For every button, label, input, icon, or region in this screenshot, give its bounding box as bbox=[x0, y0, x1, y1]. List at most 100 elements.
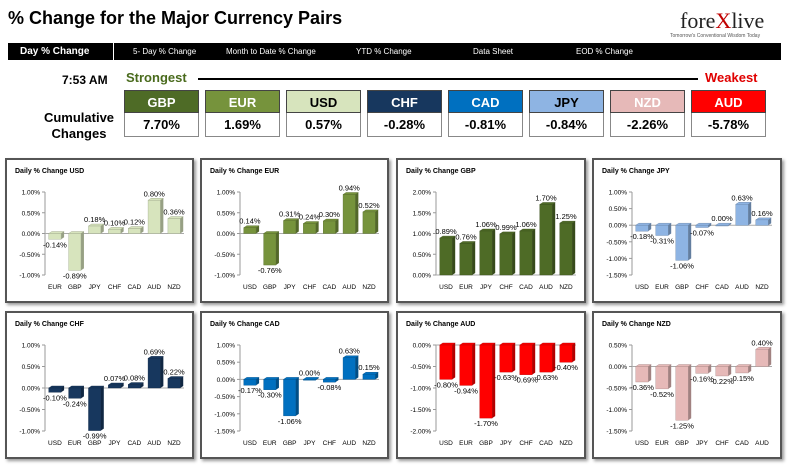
bar bbox=[635, 366, 649, 383]
bar-side bbox=[275, 377, 279, 390]
currency-card-value: -2.26% bbox=[610, 113, 685, 137]
x-tick-label: AUD bbox=[147, 440, 161, 447]
x-tick-label: EUR bbox=[655, 284, 669, 291]
bar-side bbox=[335, 219, 339, 234]
tab-eod-change[interactable]: EOD % Change bbox=[576, 47, 633, 56]
y-tick-label: 1.00% bbox=[22, 190, 41, 197]
y-tick-label: -1.50% bbox=[606, 429, 627, 436]
data-label: 0.31% bbox=[279, 210, 301, 219]
data-label: 1.06% bbox=[475, 220, 497, 229]
bar bbox=[108, 384, 121, 389]
data-label: 1.25% bbox=[555, 212, 577, 221]
tab-5-day-change[interactable]: 5- Day % Change bbox=[133, 47, 197, 56]
strength-scale-line bbox=[198, 78, 698, 80]
bar bbox=[519, 344, 533, 375]
data-label: -0.17% bbox=[238, 386, 262, 395]
x-tick-label: CAD bbox=[735, 440, 749, 447]
bar-side bbox=[160, 198, 164, 234]
chart-title: Daily % Change JPY bbox=[602, 168, 670, 175]
y-tick-label: 1.00% bbox=[217, 190, 236, 197]
chart-title: Daily % Change NZD bbox=[602, 321, 671, 328]
bar-side bbox=[552, 343, 556, 373]
chart-title: Daily % Change USD bbox=[15, 168, 85, 175]
chart-eur: 1.00% 0.50% 0.00% -0.50% -1.00% 0.14% USD -0.76… bbox=[214, 183, 380, 291]
y-tick-label: -1.00% bbox=[606, 256, 627, 263]
currency-card-value: -5.78% bbox=[691, 113, 766, 137]
bar bbox=[459, 344, 473, 386]
data-label: -0.36% bbox=[630, 383, 654, 392]
data-label: 0.76% bbox=[455, 232, 477, 241]
bar bbox=[655, 366, 669, 390]
y-tick-label: -0.50% bbox=[19, 252, 40, 259]
x-tick-label: USD bbox=[48, 440, 62, 447]
data-label: -0.24% bbox=[63, 399, 87, 408]
x-tick-label: GBP bbox=[68, 284, 82, 291]
bar-side bbox=[80, 231, 84, 271]
bar bbox=[128, 384, 141, 389]
chart-panel-nzd: Daily % Change NZD 0.50% 0.00% -0.50% -1.00%… bbox=[592, 311, 782, 459]
data-label: 0.99% bbox=[495, 223, 517, 232]
bar-side bbox=[532, 229, 536, 275]
bar-side bbox=[140, 226, 144, 234]
x-tick-label: EUR bbox=[48, 284, 62, 291]
y-tick-label: -2.00% bbox=[410, 429, 431, 436]
bar bbox=[539, 344, 553, 373]
tab-month-to-date-change[interactable]: Month to Date % Change bbox=[226, 47, 316, 56]
data-label: -0.40% bbox=[554, 363, 578, 372]
bar-side bbox=[572, 221, 576, 275]
bar bbox=[755, 349, 769, 367]
data-label: 1.06% bbox=[515, 220, 537, 229]
data-label: 0.00% bbox=[299, 368, 321, 377]
y-tick-label: -0.50% bbox=[214, 394, 235, 401]
chart-panel-chf: Daily % Change CHF 1.00% 0.50% 0.00% -0.50% -… bbox=[5, 311, 194, 459]
currency-card-value: 1.69% bbox=[205, 113, 280, 137]
bar-side bbox=[688, 223, 692, 261]
chart-nzd: 0.50% 0.00% -0.50% -1.00% -1.50% -0.36% USD -0.… bbox=[606, 338, 773, 447]
bar bbox=[128, 228, 141, 234]
x-tick-label: CHF bbox=[303, 284, 316, 291]
currency-card-value: -0.84% bbox=[529, 113, 604, 137]
bar bbox=[88, 225, 101, 234]
currency-card-name: GBP bbox=[124, 90, 199, 113]
bar-side bbox=[708, 364, 712, 374]
bar-side bbox=[452, 343, 456, 380]
bar bbox=[735, 204, 749, 226]
tab-day-change[interactable]: Day % Change bbox=[20, 46, 90, 57]
bar bbox=[479, 344, 493, 419]
data-label: 0.24% bbox=[299, 213, 321, 222]
x-tick-label: NZD bbox=[362, 440, 376, 447]
x-tick-label: EUR bbox=[68, 440, 82, 447]
logo-tagline: Tomorrow's Conventional Wisdom Today bbox=[670, 33, 761, 39]
x-tick-label: GBP bbox=[283, 440, 297, 447]
data-label: 1.70% bbox=[535, 193, 557, 202]
tab-ytd-change[interactable]: YTD % Change bbox=[356, 47, 412, 56]
data-label: -0.89% bbox=[63, 271, 87, 280]
y-tick-label: 0.50% bbox=[413, 252, 432, 259]
x-tick-label: CAD bbox=[539, 440, 553, 447]
forexlive-logo: foreXlive Tomorrow's Conventional Wisdom… bbox=[640, 8, 780, 40]
y-tick-label: 0.50% bbox=[22, 210, 41, 217]
x-tick-label: JPY bbox=[89, 284, 102, 291]
y-tick-label: -0.50% bbox=[19, 407, 40, 414]
y-tick-label: -1.50% bbox=[410, 407, 431, 414]
x-tick-label: USD bbox=[243, 440, 257, 447]
data-label: -0.31% bbox=[650, 236, 674, 245]
logo-wordmark: foreXlive bbox=[680, 8, 765, 33]
currency-card-aud: AUD -5.78% bbox=[691, 90, 766, 140]
bar bbox=[715, 366, 729, 377]
bar bbox=[499, 233, 513, 276]
x-tick-label: JPY bbox=[500, 440, 513, 447]
currency-card-value: 0.57% bbox=[286, 113, 361, 137]
bar-side bbox=[256, 225, 260, 234]
data-label: -0.63% bbox=[534, 373, 558, 382]
bar-side bbox=[492, 343, 496, 419]
y-tick-label: 1.00% bbox=[217, 343, 236, 350]
currency-card-nzd: NZD -2.26% bbox=[610, 90, 685, 140]
y-tick-label: -0.50% bbox=[214, 252, 235, 259]
bar bbox=[362, 211, 376, 234]
tab-data-sheet[interactable]: Data Sheet bbox=[473, 47, 514, 56]
bar-side bbox=[688, 364, 692, 421]
y-tick-label: 0.00% bbox=[413, 343, 432, 350]
bar-side bbox=[375, 209, 379, 234]
bar-side bbox=[472, 241, 476, 275]
